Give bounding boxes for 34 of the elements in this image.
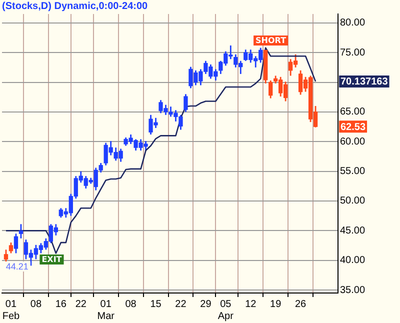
candlestick (14, 232, 18, 254)
x-tick-label: 05 Apr (218, 298, 234, 322)
x-tick-label: 19 (270, 298, 282, 310)
text: 70.137163 (340, 76, 388, 88)
y-tick-label: 60.00 (340, 136, 366, 148)
x-tick-label: 22 (175, 298, 187, 310)
text: 62.53 (340, 122, 366, 133)
x-tick-label: 08 (30, 298, 42, 310)
candlestick (8, 242, 14, 254)
x-tick-label: 01 Mar (97, 298, 116, 322)
x-tick-label: 26 (294, 298, 307, 310)
candlestick (18, 223, 24, 240)
x-tick-label: 16 (55, 298, 67, 310)
x-tick-label: 12 (245, 298, 257, 310)
annotation: SHORT (256, 36, 287, 46)
x-tick-label: 01 Feb (2, 298, 20, 322)
x-tick-label: 29 (200, 298, 212, 310)
candlestick (184, 93, 188, 113)
chart-title: (Stocks,D) Dynamic,0:00-24:00 (2, 1, 148, 12)
candlestick (268, 80, 273, 99)
y-tick-label: 40.00 (340, 255, 366, 266)
annotation: 44.21 (6, 261, 28, 272)
y-tick-label: 35.00 (340, 284, 366, 296)
x-tick-label: 22 (75, 298, 87, 310)
y-tick-label: 75.00 (340, 47, 366, 58)
x-tick-label: 15 (150, 298, 162, 310)
y-tick-label: 80.00 (340, 18, 366, 29)
y-tick-label: 55.00 (340, 166, 366, 178)
y-tick-label: 45.00 (340, 225, 366, 236)
candlestick (4, 248, 8, 264)
x-tick-label: 08 (125, 298, 137, 310)
y-tick-label: 65.00 (340, 106, 366, 118)
y-tick-label: 50.00 (340, 196, 366, 207)
annotation: EXIT (42, 255, 62, 264)
